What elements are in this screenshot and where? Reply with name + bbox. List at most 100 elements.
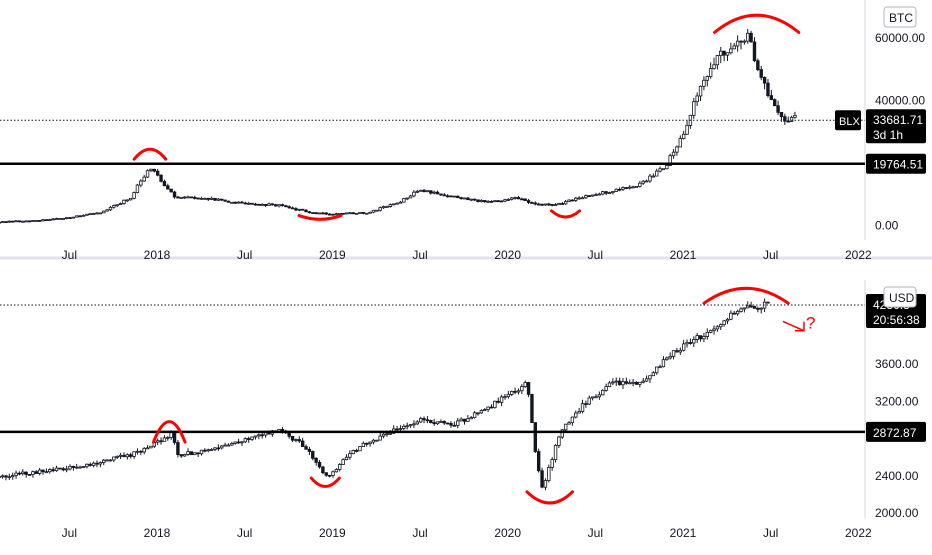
candle-body xyxy=(189,451,194,456)
candle-body xyxy=(577,411,581,414)
candle-body xyxy=(334,213,339,216)
candle-body xyxy=(102,459,106,463)
candle-body xyxy=(125,199,130,202)
candle-body xyxy=(354,212,359,215)
candle-body xyxy=(624,187,629,189)
candle-body xyxy=(570,199,575,202)
candle-body xyxy=(27,474,32,476)
candle-body xyxy=(213,197,217,201)
candle-body xyxy=(226,200,231,203)
candle-body xyxy=(402,198,406,203)
candle-body xyxy=(422,189,426,193)
candle-body xyxy=(176,196,180,199)
candle-body xyxy=(223,444,227,447)
candle-body xyxy=(314,457,318,463)
candle-body xyxy=(0,221,5,223)
x-tick-label: 2018 xyxy=(144,526,171,540)
candle-body xyxy=(685,124,689,135)
candle-body xyxy=(675,350,679,353)
currency-badge-label: BTC xyxy=(889,11,913,25)
candle-body xyxy=(365,442,369,445)
candle-body xyxy=(469,198,473,201)
candle-body xyxy=(176,442,180,455)
candle-body xyxy=(338,464,342,470)
candle-body xyxy=(317,461,322,468)
candle-body xyxy=(391,203,396,206)
candle-body xyxy=(459,418,463,422)
candle-body xyxy=(10,220,15,223)
candle-body xyxy=(557,203,561,206)
candle-body xyxy=(435,191,440,195)
candle-body xyxy=(580,403,585,412)
candle-body xyxy=(307,448,312,452)
candle-body xyxy=(752,41,757,62)
candle-body xyxy=(418,418,423,423)
candle-body xyxy=(250,202,254,205)
candle-body xyxy=(489,200,494,203)
currency-badge[interactable] xyxy=(883,286,917,308)
candle-body xyxy=(722,50,726,56)
candle-body xyxy=(483,409,487,411)
last-price-label-bg xyxy=(866,109,926,144)
candle-body xyxy=(496,400,500,403)
currency-badge[interactable] xyxy=(883,6,917,28)
candle-body xyxy=(719,324,723,328)
candle-body xyxy=(24,471,28,475)
candle-body xyxy=(607,382,612,388)
candle-body xyxy=(378,435,382,441)
annotation-arc xyxy=(702,286,790,305)
candle-body xyxy=(388,204,393,207)
candle-body xyxy=(725,318,730,322)
candle-body xyxy=(54,218,59,220)
candle-body xyxy=(628,382,632,385)
level-price-label-bg xyxy=(866,421,926,442)
candle-body xyxy=(432,422,436,425)
candle-body xyxy=(601,389,605,396)
candle-body xyxy=(594,396,598,399)
candle-body xyxy=(284,205,288,208)
candle-body xyxy=(118,454,123,457)
candle-body xyxy=(162,437,167,442)
candle-body xyxy=(226,444,231,447)
candle-body xyxy=(732,45,736,50)
candle-body xyxy=(641,380,645,383)
candle-body xyxy=(236,441,241,444)
candle-body xyxy=(307,211,312,214)
candle-body xyxy=(523,382,527,387)
candle-body xyxy=(371,209,376,213)
candle-body xyxy=(348,453,352,458)
candle-body xyxy=(354,450,359,452)
candle-body xyxy=(459,197,463,200)
candle-body xyxy=(398,201,403,204)
x-tick-label: 2022 xyxy=(845,526,872,540)
candle-body xyxy=(230,442,234,446)
candle-body xyxy=(536,203,541,206)
candle-body xyxy=(220,198,224,201)
candle-body xyxy=(31,220,35,222)
candle-body xyxy=(247,202,251,205)
y-tick-label: 40000.00 xyxy=(875,94,925,108)
candle-body xyxy=(611,381,615,384)
candle-body xyxy=(196,197,200,200)
candle-body xyxy=(648,175,652,182)
candle-body xyxy=(135,184,140,193)
candle-body xyxy=(695,95,699,103)
candle-body xyxy=(112,205,116,208)
candle-body xyxy=(304,209,308,213)
candle-body xyxy=(442,194,446,197)
candle-body xyxy=(644,378,649,382)
candle-body xyxy=(584,195,588,199)
candle-body xyxy=(182,196,187,199)
candle-body xyxy=(678,138,683,148)
candle-body xyxy=(78,466,82,469)
candle-body xyxy=(715,55,720,66)
candle-body xyxy=(651,175,656,178)
candle-body xyxy=(108,459,113,462)
candle-body xyxy=(641,180,645,184)
candle-body xyxy=(634,381,639,385)
candle-body xyxy=(655,366,659,374)
candle-body xyxy=(479,410,484,414)
candle-body xyxy=(604,386,608,391)
candle-body xyxy=(756,60,760,70)
candle-body xyxy=(705,76,709,81)
